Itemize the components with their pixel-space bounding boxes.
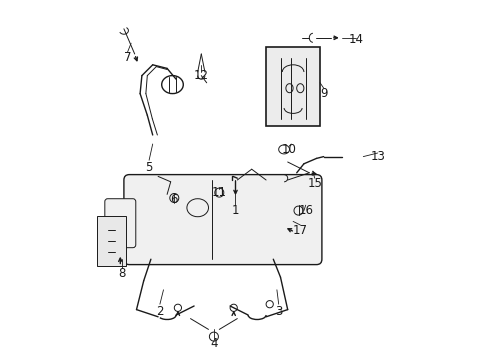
Text: 17: 17 — [292, 224, 307, 237]
Text: 2: 2 — [156, 305, 163, 318]
Text: 6: 6 — [170, 193, 178, 206]
Bar — [265, 47, 320, 126]
Text: 3: 3 — [274, 305, 282, 318]
FancyBboxPatch shape — [104, 199, 136, 248]
Text: 5: 5 — [145, 161, 152, 174]
FancyBboxPatch shape — [123, 175, 321, 265]
Text: 4: 4 — [210, 337, 217, 350]
Text: 11: 11 — [211, 186, 226, 199]
Text: 9: 9 — [319, 87, 327, 100]
Text: 13: 13 — [369, 150, 385, 163]
Text: 8: 8 — [118, 267, 125, 280]
Text: 7: 7 — [123, 51, 131, 64]
Text: 15: 15 — [306, 177, 322, 190]
Text: 14: 14 — [348, 33, 363, 46]
Text: 1: 1 — [231, 204, 239, 217]
Text: 12: 12 — [193, 69, 208, 82]
Bar — [97, 216, 125, 266]
Text: 10: 10 — [282, 143, 296, 156]
Text: 16: 16 — [298, 204, 312, 217]
